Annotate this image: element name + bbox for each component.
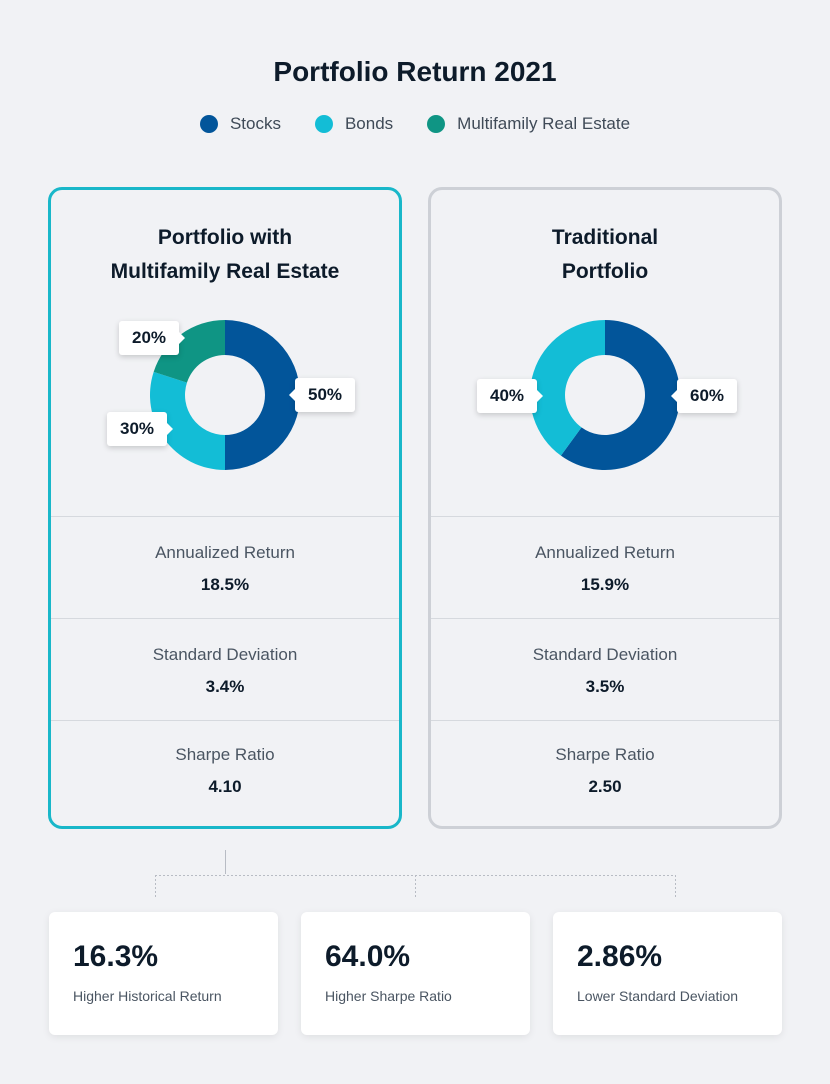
stat-value: 64.0% [325, 940, 411, 973]
stat-label: Higher Historical Return [73, 988, 222, 1004]
metric-sharpe-ratio: Sharpe Ratio 2.50 [431, 720, 779, 826]
metric-value: 18.5% [200, 575, 250, 594]
traditional-portfolio-card: Traditional Portfolio 60% 40% Annualized… [428, 187, 782, 829]
metric-standard-deviation: Standard Deviation 3.5% [431, 618, 779, 720]
stat-value: 2.86% [577, 940, 663, 973]
stat-card-deviation: 2.86% Lower Standard Deviation [553, 912, 782, 1035]
metric-value: 3.4% [205, 677, 245, 696]
legend-item-real-estate: Multifamily Real Estate [427, 114, 630, 134]
card-title-line: Portfolio with [157, 226, 293, 249]
legend-item-bonds: Bonds [314, 114, 394, 134]
metric-value: 2.50 [588, 777, 622, 796]
donut-slice-multifamily-real-estate [153, 320, 225, 383]
stat-card-sharpe: 64.0% Higher Sharpe Ratio [301, 912, 530, 1035]
real-estate-swatch [427, 115, 446, 133]
legend-label: Bonds [344, 114, 394, 133]
metric-label: Annualized Return [155, 543, 295, 562]
metric-label: Sharpe Ratio [555, 745, 655, 764]
donut-chart-real-estate [150, 320, 300, 470]
donut-slice-bonds [150, 371, 225, 470]
stat-label: Lower Standard Deviation [577, 988, 739, 1004]
stat-value: 16.3% [73, 940, 159, 973]
donut-slice-stocks [225, 320, 300, 470]
data-label-bonds: 30% [107, 412, 173, 446]
stocks-swatch [199, 115, 218, 133]
metric-annualized-return: Annualized Return 15.9% [431, 516, 779, 618]
data-label-bonds: 40% [477, 379, 543, 413]
metric-value: 15.9% [580, 575, 630, 594]
metric-sharpe-ratio: Sharpe Ratio 4.10 [51, 720, 399, 826]
metric-annualized-return: Annualized Return 18.5% [51, 516, 399, 618]
card-title: Traditional Portfolio [431, 221, 779, 289]
stat-label: Higher Sharpe Ratio [325, 988, 452, 1004]
page-title: Portfolio Return 2021 [273, 56, 557, 87]
data-label-stocks: 50% [289, 378, 355, 412]
donut-slice-bonds [530, 320, 605, 456]
metric-label: Annualized Return [535, 543, 675, 562]
stat-card-return: 16.3% Higher Historical Return [49, 912, 278, 1035]
donut-chart-traditional [530, 320, 680, 470]
legend: Stocks Bonds Multifamily Real Estate [0, 114, 830, 134]
metric-label: Standard Deviation [532, 645, 678, 664]
metric-value: 4.10 [208, 777, 242, 796]
card-title-line: Multifamily Real Estate [110, 260, 340, 283]
data-label-stocks: 60% [671, 379, 737, 413]
card-title: Portfolio with Multifamily Real Estate [51, 221, 399, 289]
bonds-swatch [314, 115, 333, 133]
metric-standard-deviation: Standard Deviation 3.4% [51, 618, 399, 720]
legend-label: Multifamily Real Estate [457, 114, 631, 133]
metric-label: Standard Deviation [152, 645, 298, 664]
donut-slice-stocks [560, 320, 680, 470]
metric-value: 3.5% [585, 677, 625, 696]
card-title-line: Traditional [551, 226, 659, 249]
data-label-real-estate: 20% [119, 321, 185, 355]
metric-label: Sharpe Ratio [175, 745, 275, 764]
legend-label: Stocks [229, 114, 281, 133]
card-title-line: Portfolio [561, 260, 649, 283]
portfolio-with-real-estate-card: Portfolio with Multifamily Real Estate 5… [48, 187, 402, 829]
connector-lines [155, 850, 676, 898]
legend-item-stocks: Stocks [199, 114, 281, 134]
